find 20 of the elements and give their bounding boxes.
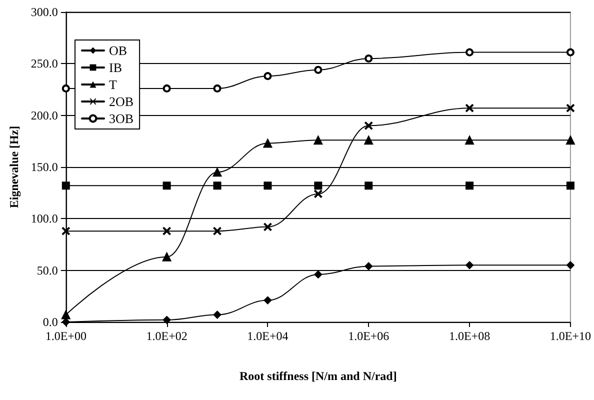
y-tick-label: 250.0 [30,56,58,71]
x-tick-label: 1.0E+06 [348,329,390,343]
x-tick-label: 1.0E+02 [146,329,188,343]
y-axis-title: Eignevalue [Hz] [7,126,21,208]
legend-label: 3OB [109,111,134,126]
x-axis-title: Root stiffness [N/m and N/rad] [240,369,397,383]
legend-label: 2OB [109,94,134,109]
x-tick-label: 1.0E+00 [45,329,86,343]
y-tick-label: 0.0 [42,315,58,329]
x-tick-label: 1.0E+10 [550,329,592,343]
y-tick-label: 100.0 [30,212,58,226]
y-tick-label: 150.0 [30,160,58,174]
legend-label: IB [109,60,122,75]
x-tick-label: 1.0E+08 [448,329,490,343]
x-tick-label: 1.0E+04 [247,329,288,343]
legend-label: OB [109,43,128,58]
legend-label: T [109,77,117,92]
y-tick-label: 50.0 [36,263,58,278]
y-tick-label: 300.0 [30,5,58,19]
y-tick-label: 200.0 [30,108,58,122]
